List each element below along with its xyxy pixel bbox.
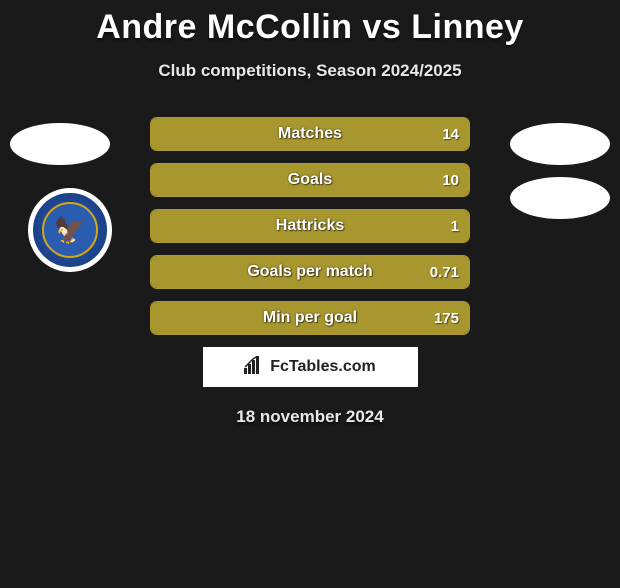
stat-label: Goals (288, 171, 332, 189)
stats-container: Matches 14 Goals 10 Hattricks 1 Goals pe… (150, 117, 470, 335)
stat-row-matches: Matches 14 (150, 117, 470, 151)
stat-label: Hattricks (276, 217, 344, 235)
stat-label: Min per goal (263, 309, 357, 327)
player-avatar-left (10, 123, 110, 165)
stat-value: 175 (434, 310, 459, 327)
date-label: 18 november 2024 (0, 407, 620, 427)
club-logo-left: 🦅 (20, 188, 120, 272)
club-logo-circle: 🦅 (28, 188, 112, 272)
club-logo-inner: 🦅 (42, 202, 98, 258)
brand-text: FcTables.com (270, 358, 376, 376)
bar-chart-icon (244, 356, 266, 379)
stat-row-min-per-goal: Min per goal 175 (150, 301, 470, 335)
club-avatar-right (510, 177, 610, 219)
page-title: Andre McCollin vs Linney (0, 8, 620, 47)
phoenix-icon: 🦅 (54, 217, 86, 243)
stat-value: 0.71 (430, 264, 459, 281)
player-avatar-right (510, 123, 610, 165)
stat-row-goals-per-match: Goals per match 0.71 (150, 255, 470, 289)
stat-value: 10 (442, 172, 459, 189)
stat-value: 14 (442, 126, 459, 143)
stat-row-goals: Goals 10 (150, 163, 470, 197)
stat-value: 1 (451, 218, 459, 235)
stat-row-hattricks: Hattricks 1 (150, 209, 470, 243)
stat-label: Matches (278, 125, 342, 143)
subtitle: Club competitions, Season 2024/2025 (0, 61, 620, 81)
brand-box[interactable]: FcTables.com (203, 347, 418, 387)
stat-label: Goals per match (247, 263, 372, 281)
